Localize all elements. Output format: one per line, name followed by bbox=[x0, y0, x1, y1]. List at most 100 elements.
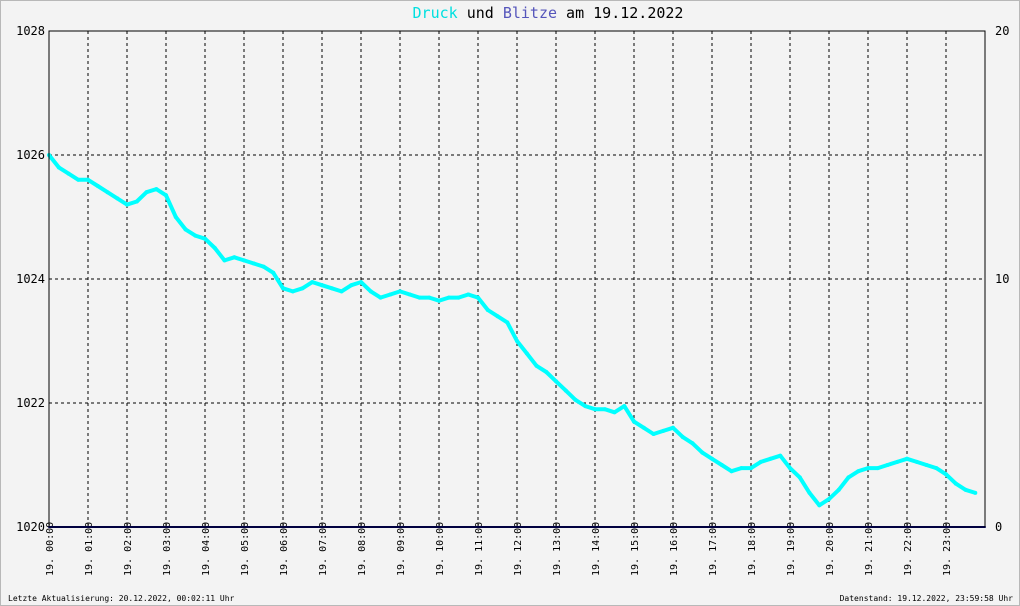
data-point-druck bbox=[749, 466, 753, 471]
data-point-druck bbox=[914, 459, 919, 464]
data-point-druck bbox=[651, 432, 656, 436]
data-point-druck bbox=[554, 379, 558, 384]
data-point-druck bbox=[173, 215, 178, 219]
data-point-druck bbox=[622, 404, 627, 409]
data-point-druck bbox=[788, 466, 792, 471]
x-tick-label: 19. 07:00 bbox=[318, 522, 329, 576]
x-tick-label: 19. 10:00 bbox=[435, 522, 446, 576]
title-und: und bbox=[458, 4, 503, 22]
data-point-druck bbox=[368, 289, 373, 294]
x-tick-label: 19. 22:00 bbox=[903, 522, 914, 576]
y-left-tick-label: 1026 bbox=[16, 148, 45, 162]
data-point-druck bbox=[193, 233, 198, 238]
data-point-druck bbox=[505, 320, 510, 325]
data-point-druck bbox=[427, 295, 432, 300]
grid bbox=[48, 30, 985, 528]
data-point-druck bbox=[515, 339, 519, 343]
data-point-druck bbox=[56, 165, 61, 170]
data-point-druck bbox=[836, 487, 841, 492]
data-point-druck bbox=[963, 487, 968, 492]
data-point-druck bbox=[973, 490, 978, 495]
data-point-druck bbox=[212, 246, 217, 250]
data-point-druck bbox=[388, 292, 393, 297]
x-tick-label: 19. 06:00 bbox=[279, 522, 290, 576]
x-tick-label: 19. 09:00 bbox=[396, 522, 407, 576]
y-right-tick-label: 10 bbox=[995, 272, 1009, 286]
data-point-druck bbox=[300, 286, 305, 291]
data-point-druck bbox=[797, 475, 802, 480]
data-point-druck bbox=[290, 289, 295, 294]
y-right-tick-label: 20 bbox=[995, 24, 1009, 38]
data-point-druck bbox=[359, 280, 363, 285]
x-tick-label: 19. 19:00 bbox=[786, 522, 797, 576]
data-point-druck bbox=[66, 171, 71, 176]
data-point-druck bbox=[183, 227, 188, 232]
data-point-druck bbox=[476, 295, 480, 300]
data-point-druck bbox=[495, 314, 500, 319]
x-axis: 19. 00:00 19. 01:00 19. 02:00 19. 03:00 19. … bbox=[45, 522, 953, 576]
data-point-druck bbox=[719, 463, 724, 467]
chart-title: Druck und Blitze am 19.12.2022 bbox=[413, 4, 684, 22]
data-point-druck bbox=[310, 280, 315, 285]
data-point-druck bbox=[641, 425, 646, 430]
data-point-druck bbox=[378, 295, 383, 300]
x-tick-label: 19. 03:00 bbox=[162, 522, 173, 576]
data-point-druck bbox=[164, 193, 168, 198]
data-point-druck bbox=[339, 289, 344, 294]
y-right-tick-label: 0 bbox=[995, 520, 1002, 534]
data-point-druck bbox=[446, 295, 451, 300]
data-point-druck bbox=[661, 428, 666, 433]
y-axis-left: 1020 1022 1024 1026 1028 bbox=[16, 24, 45, 534]
x-tick-label: 19. 02:00 bbox=[123, 522, 134, 576]
data-point-druck bbox=[846, 475, 851, 480]
data-point-druck bbox=[329, 286, 334, 291]
data-point-druck bbox=[924, 463, 929, 467]
data-point-druck bbox=[437, 298, 441, 303]
data-point-druck bbox=[417, 295, 422, 300]
title-blitze: Blitze bbox=[503, 4, 557, 22]
data-point-druck bbox=[154, 187, 159, 192]
x-tick-label: 19. 13:00 bbox=[552, 522, 563, 576]
data-point-druck bbox=[739, 466, 744, 471]
data-point-druck bbox=[885, 463, 890, 467]
data-point-druck bbox=[758, 459, 763, 464]
x-tick-label: 19. 17:00 bbox=[708, 522, 719, 576]
data-point-druck bbox=[612, 410, 617, 415]
data-point-druck bbox=[466, 292, 471, 297]
data-point-druck bbox=[602, 407, 607, 412]
y-left-tick-label: 1020 bbox=[16, 520, 45, 534]
data-point-druck bbox=[281, 286, 285, 291]
data-point-druck bbox=[115, 196, 120, 201]
data-point-druck bbox=[398, 289, 402, 294]
x-tick-label: 19. 16:00 bbox=[669, 522, 680, 576]
data-point-druck bbox=[895, 459, 900, 464]
x-tick-label: 19. 23:00 bbox=[942, 522, 953, 576]
series-layer bbox=[47, 153, 986, 528]
x-tick-label: 19. 15:00 bbox=[630, 522, 641, 576]
data-point-druck bbox=[544, 370, 549, 374]
data-point-druck bbox=[710, 456, 714, 461]
x-tick-label: 19. 08:00 bbox=[357, 522, 368, 576]
data-point-druck bbox=[524, 351, 529, 356]
data-point-druck bbox=[807, 490, 812, 495]
title-date: am 19.12.2022 bbox=[557, 4, 683, 22]
plot-border bbox=[48, 30, 986, 528]
data-point-druck bbox=[866, 466, 870, 471]
data-point-druck bbox=[875, 466, 880, 471]
data-point-druck bbox=[563, 388, 568, 393]
y-axis-right: 0 10 20 bbox=[995, 24, 1009, 534]
data-point-druck bbox=[671, 425, 675, 430]
x-tick-label: 19. 04:00 bbox=[201, 522, 212, 576]
data-point-druck bbox=[534, 363, 539, 368]
data-point-druck bbox=[700, 450, 705, 455]
x-tick-label: 19. 20:00 bbox=[825, 522, 836, 576]
data-point-druck bbox=[407, 292, 412, 297]
data-point-druck bbox=[144, 190, 149, 195]
data-point-druck bbox=[105, 190, 110, 195]
x-tick-label: 19. 01:00 bbox=[84, 522, 95, 576]
data-point-druck bbox=[827, 497, 831, 502]
data-point-druck bbox=[95, 184, 100, 188]
data-point-druck bbox=[134, 199, 139, 204]
